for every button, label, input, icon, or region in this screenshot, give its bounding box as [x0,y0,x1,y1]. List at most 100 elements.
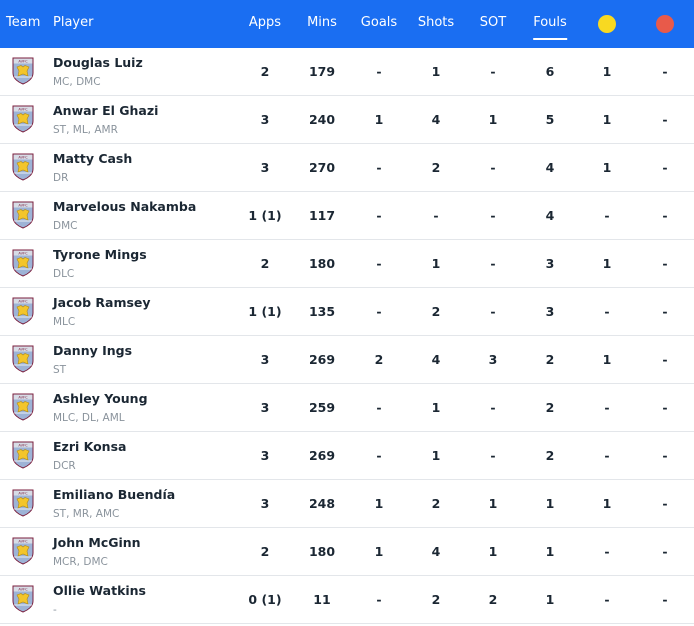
stat-fouls: 3 [545,256,555,271]
stat-red-cards: - [662,256,668,271]
player-name[interactable]: Danny Ings [53,343,133,358]
stat-goals: - [376,160,382,175]
column-header-sot[interactable]: SOT [479,15,507,30]
stat-shots: 4 [431,544,441,559]
stat-fouls: 6 [545,64,555,79]
stat-yellow-cards: 1 [602,256,612,271]
stat-shots: 2 [431,496,441,511]
player-name[interactable]: Marvelous Nakamba [53,199,197,214]
stat-goals: 2 [374,352,384,367]
stat-shots: 1 [431,400,441,415]
player-row[interactable]: AVFC Matty Cash DR 3 270 - 2 - 4 1 - [0,144,694,192]
player-name[interactable]: John McGinn [53,535,141,550]
column-header-shots[interactable]: Shots [417,15,455,30]
player-name[interactable]: Ollie Watkins [53,583,146,598]
player-name[interactable]: Tyrone Mings [53,247,147,262]
yellow-card-icon[interactable] [598,15,616,33]
stat-shots: 4 [431,112,441,127]
column-header-team[interactable]: Team [6,15,41,30]
player-row[interactable]: AVFC Marvelous Nakamba DMC 1 (1) 117 - -… [0,192,694,240]
player-name[interactable]: Douglas Luiz [53,55,143,70]
player-row[interactable]: AVFC John McGinn MCR, DMC 2 180 1 4 1 1 … [0,528,694,576]
column-header-player[interactable]: Player [53,15,94,30]
stat-red-cards: - [662,544,668,559]
player-positions: MLC [53,316,76,328]
stat-apps: 2 [260,64,270,79]
red-card-icon[interactable] [656,15,674,33]
stat-fouls: 1 [545,592,555,607]
player-row[interactable]: AVFC Emiliano Buendía ST, MR, AMC 3 248 … [0,480,694,528]
stat-fouls: 4 [545,208,555,223]
column-header-goals[interactable]: Goals [360,15,398,30]
stat-apps: 3 [260,160,270,175]
stat-fouls: 1 [545,496,555,511]
player-row[interactable]: AVFC Douglas Luiz MC, DMC 2 179 - 1 - 6 … [0,48,694,96]
player-stats-list: AVFC Douglas Luiz MC, DMC 2 179 - 1 - 6 … [0,48,694,624]
player-row[interactable]: AVFC Tyrone Mings DLC 2 180 - 1 - 3 1 - [0,240,694,288]
player-positions: DMC [53,220,78,232]
stat-yellow-cards: 1 [602,112,612,127]
stat-red-cards: - [662,112,668,127]
stat-red-cards: - [662,352,668,367]
stat-sot: - [490,208,496,223]
stat-sot: 1 [488,496,498,511]
aston-villa-crest-icon: AVFC [12,345,34,373]
stat-shots: 1 [431,256,441,271]
player-name[interactable]: Ezri Konsa [53,439,127,454]
stat-red-cards: - [662,448,668,463]
stat-shots: 1 [431,448,441,463]
stat-apps: 3 [260,112,270,127]
player-row[interactable]: AVFC Ollie Watkins - 0 (1) 11 - 2 2 1 - … [0,576,694,624]
column-header-fouls[interactable]: Fouls [533,0,567,48]
column-header-mins[interactable]: Mins [307,15,337,30]
player-row[interactable]: AVFC Jacob Ramsey MLC 1 (1) 135 - 2 - 3 … [0,288,694,336]
stat-sot: - [490,448,496,463]
svg-text:AVFC: AVFC [18,492,28,496]
stat-mins: 135 [308,304,336,319]
stat-sot: - [490,256,496,271]
player-row[interactable]: AVFC Ezri Konsa DCR 3 269 - 1 - 2 - - [0,432,694,480]
stat-apps: 1 (1) [248,304,282,319]
player-row[interactable]: AVFC Ashley Young MLC, DL, AML 3 259 - 1… [0,384,694,432]
stat-shots: - [433,208,439,223]
stat-mins: 180 [308,256,336,271]
player-positions: ST [53,364,67,376]
stat-apps: 2 [260,256,270,271]
player-name[interactable]: Anwar El Ghazi [53,103,159,118]
player-positions: DLC [53,268,75,280]
aston-villa-crest-icon: AVFC [12,585,34,613]
stat-red-cards: - [662,496,668,511]
player-name[interactable]: Emiliano Buendía [53,487,176,502]
stat-apps: 3 [260,496,270,511]
stat-sot: 1 [488,112,498,127]
stat-red-cards: - [662,304,668,319]
stat-yellow-cards: 1 [602,64,612,79]
stat-red-cards: - [662,64,668,79]
stat-yellow-cards: 1 [602,352,612,367]
player-positions: DCR [53,460,76,472]
stat-fouls: 2 [545,352,555,367]
stat-mins: 11 [313,592,331,607]
column-header-apps[interactable]: Apps [248,15,282,30]
aston-villa-crest-icon: AVFC [12,153,34,181]
stat-fouls: 5 [545,112,555,127]
player-row[interactable]: AVFC Anwar El Ghazi ST, ML, AMR 3 240 1 … [0,96,694,144]
player-row[interactable]: AVFC Danny Ings ST 3 269 2 4 3 2 1 - [0,336,694,384]
stat-shots: 2 [431,160,441,175]
stat-red-cards: - [662,208,668,223]
stat-shots: 1 [431,64,441,79]
svg-text:AVFC: AVFC [18,252,28,256]
stat-fouls: 4 [545,160,555,175]
stat-mins: 270 [308,160,336,175]
stat-sot: - [490,64,496,79]
aston-villa-crest-icon: AVFC [12,57,34,85]
player-name[interactable]: Jacob Ramsey [53,295,151,310]
stat-goals: - [376,208,382,223]
stat-goals: 1 [374,112,384,127]
stat-goals: - [376,400,382,415]
player-name[interactable]: Ashley Young [53,391,148,406]
stat-shots: 4 [431,352,441,367]
player-positions: DR [53,172,69,184]
stat-mins: 180 [308,544,336,559]
player-name[interactable]: Matty Cash [53,151,133,166]
